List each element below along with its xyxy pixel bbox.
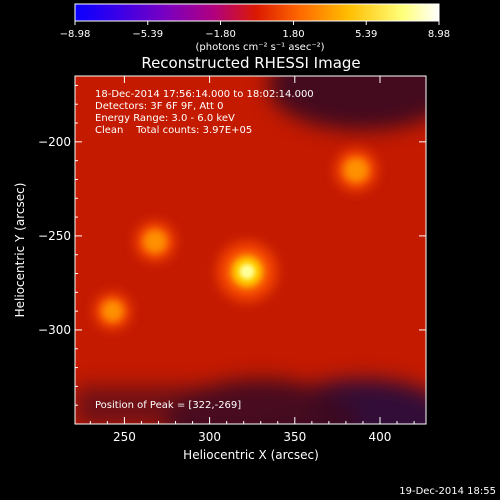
source-peak [94,292,131,330]
colorbar-tick-label: −5.39 [132,29,163,40]
dim-band [75,386,315,424]
annotation-time-range: 18-Dec-2014 17:56:14.000 to 18:02:14.000 [95,89,314,100]
y-tick-label: −250 [38,229,71,243]
y-axis-label: Heliocentric Y (arcsec) [13,183,27,318]
x-tick-label: 300 [198,430,221,444]
annotation-peak-position: Position of Peak = [322,-269] [95,400,241,411]
colorbar-unit-label: (photons cm⁻² s⁻¹ asec⁻²) [195,42,324,53]
plot-frame [74,75,427,425]
colorbar-tick-label: 8.98 [428,29,450,40]
colorbar-ticks: −8.98 −5.39 −1.80 1.80 5.39 8.98 [60,21,450,40]
x-axis-label: Heliocentric X (arcsec) [183,448,319,462]
x-tick-label: 400 [369,430,392,444]
axis-ticks: 250 300 350 400 −200 −250 −300 [38,76,426,444]
source-peak [335,149,378,192]
y-tick-label: −200 [38,135,71,149]
colorbar-tick-label: 1.80 [282,29,304,40]
x-tick-label: 350 [283,430,306,444]
heatmap-image [75,76,426,424]
annotations: 18-Dec-2014 17:56:14.000 to 18:02:14.000… [95,89,314,411]
y-tick-label: −300 [38,323,71,337]
colorbar-gradient [74,3,440,22]
colorbar: −8.98 −5.39 −1.80 1.80 5.39 8.98 (photons cm⁻… [60,3,450,53]
x-tick-label: 250 [113,430,136,444]
footer-timestamp: 19-Dec-2014 18:55 [399,486,496,497]
dim-region [267,76,426,131]
colorbar-tick-label: 5.39 [355,29,377,40]
colorbar-tick-label: −1.80 [205,29,236,40]
annotation-clean: Clean Total counts: 3.97E+05 [95,125,252,136]
annotation-energy-range: Energy Range: 3.0 - 6.0 keV [95,113,235,124]
source-peak [135,221,176,262]
colorbar-tick-label: −8.98 [60,29,91,40]
chart-title: Reconstructed RHESSI Image [141,54,360,72]
source-peak [217,241,278,302]
annotation-detectors: Detectors: 3F 6F 9F, Att 0 [95,101,223,112]
plot-area: 250 300 350 400 −200 −250 −300 [38,75,427,444]
